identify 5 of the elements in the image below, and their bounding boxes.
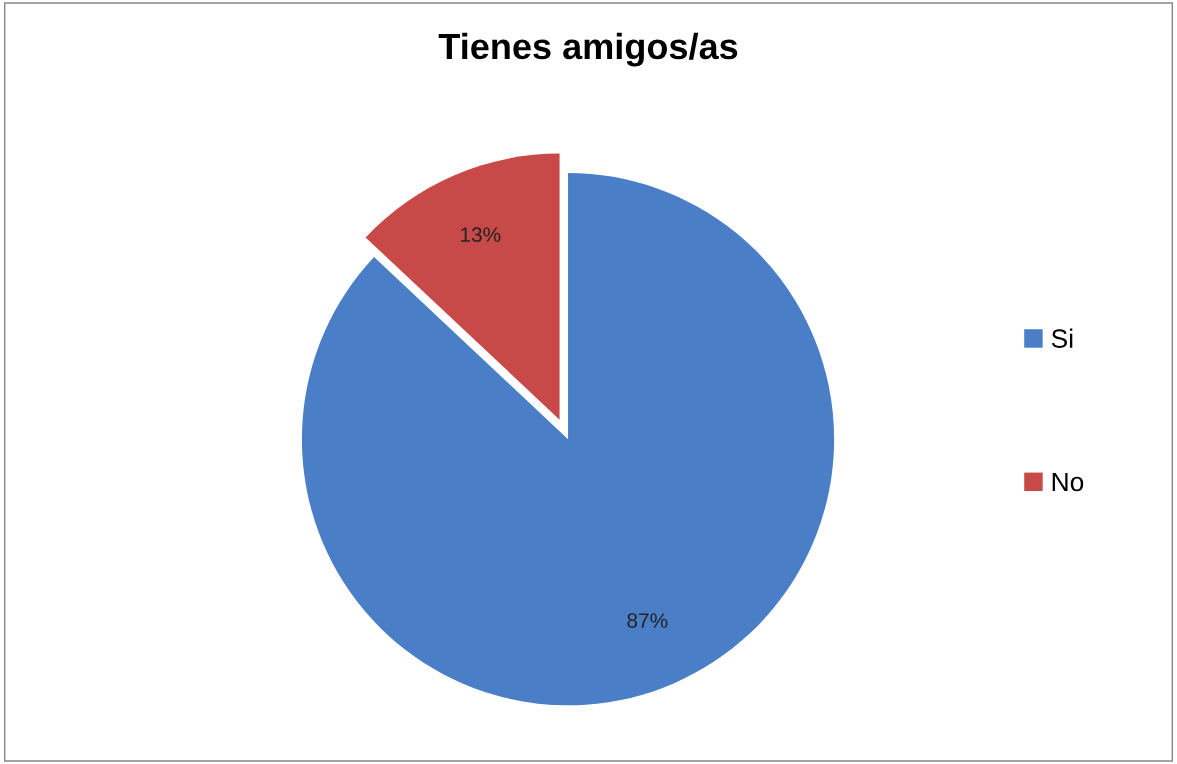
- legend-label: No: [1052, 472, 1084, 492]
- data-label: 87%: [627, 613, 668, 628]
- legend-label: Si: [1051, 328, 1073, 348]
- chart-title: Tienes amigos/as: [438, 32, 738, 67]
- data-label: 13%: [461, 227, 501, 243]
